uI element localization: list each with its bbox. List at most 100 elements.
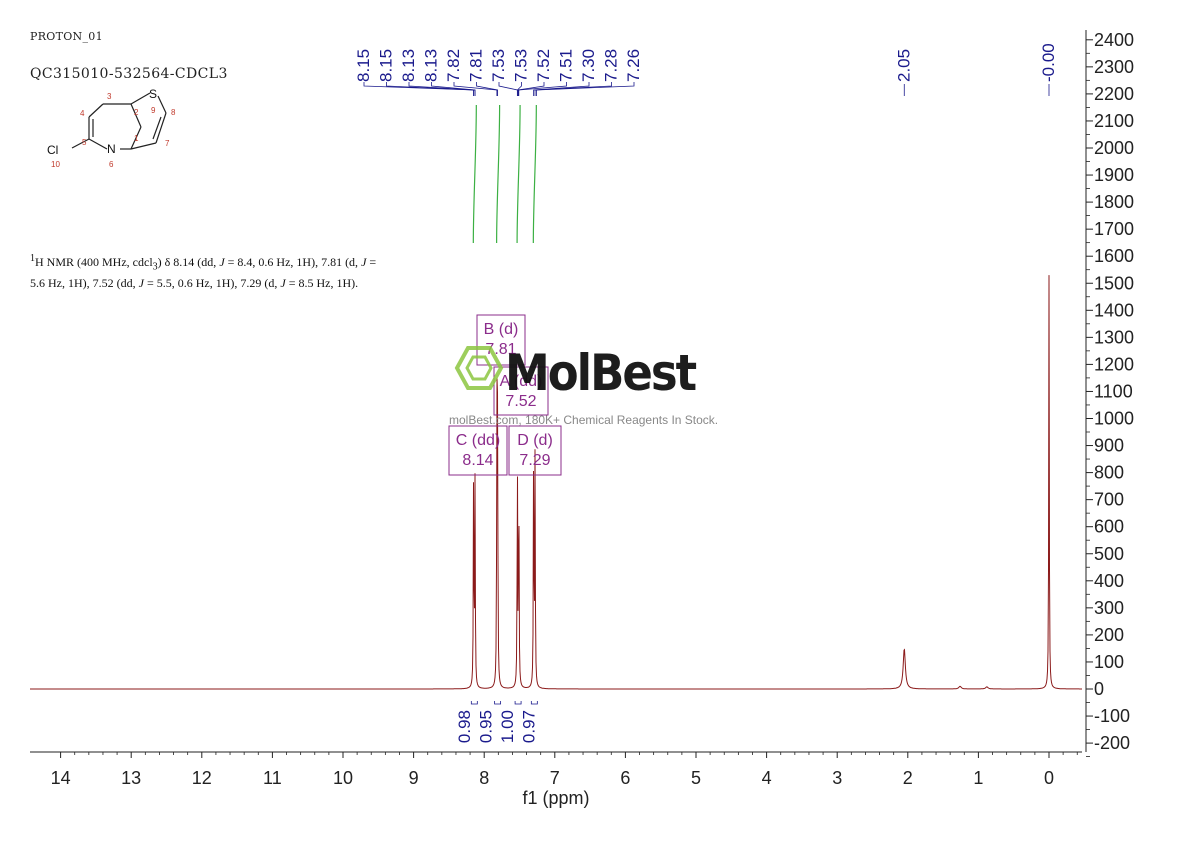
peak-label: 8.13 <box>399 49 418 82</box>
y-tick-label: 1500 <box>1094 273 1134 293</box>
x-tick-label: 13 <box>121 768 141 788</box>
y-tick-label: 1600 <box>1094 246 1134 266</box>
x-tick-label: 5 <box>691 768 701 788</box>
y-tick-label: 2200 <box>1094 84 1134 104</box>
peak-label-connectors <box>363 82 1050 96</box>
y-tick-label: 0 <box>1094 679 1104 699</box>
watermark-tagline: molBest.com, 180K+ Chemical Reagents In … <box>449 413 719 427</box>
y-tick-label: 1300 <box>1094 327 1134 347</box>
peak-label: 7.53 <box>512 49 531 82</box>
integral-value: 0.98 <box>455 710 474 743</box>
multiplet-box <box>448 425 508 476</box>
y-tick-label: 200 <box>1094 625 1124 645</box>
nmr-description: 1H NMR (400 MHz, cdcl3) δ 8.14 (dd, J = … <box>30 250 390 292</box>
y-tick-label: 300 <box>1094 598 1124 618</box>
nmr-desc-sub: 3 <box>152 261 158 273</box>
y-tick-label: 600 <box>1094 517 1124 537</box>
integral-curve <box>532 104 537 244</box>
molbest-logo-icon <box>454 346 504 390</box>
multiplet-name: D (d) <box>517 432 553 449</box>
peak-label: 8.13 <box>422 49 441 82</box>
multiplet-shift: 7.29 <box>519 452 550 469</box>
y-tick-label: 400 <box>1094 571 1124 591</box>
multiplet-box <box>493 366 549 416</box>
y-tick-label: -100 <box>1094 706 1130 726</box>
y-ticks: -200 -100 0 100 200 300 400 500 600 700 800 900 1000… <box>1086 30 1134 757</box>
peak-connector <box>534 82 612 96</box>
y-tick-label: 1200 <box>1094 354 1134 374</box>
multiplet-box <box>508 425 562 476</box>
y-tick-label: 1800 <box>1094 192 1134 212</box>
y-tick-label: 800 <box>1094 463 1124 483</box>
integral-bracket <box>514 701 522 705</box>
integral-bracket <box>470 701 478 705</box>
peak-label: 7.52 <box>534 49 553 82</box>
y-tick-label: 700 <box>1094 490 1124 510</box>
multiplet-name: B (d) <box>484 321 519 338</box>
multiplet-shift: 7.52 <box>505 393 536 410</box>
peak-connector <box>517 82 545 96</box>
nmr-desc-part4: = 5.6 Hz, 1H), 7.52 (dd, <box>30 255 377 291</box>
peak-connector <box>453 82 498 96</box>
multiplet-shift: 8.14 <box>462 452 493 469</box>
x-tick-label: 9 <box>409 768 419 788</box>
ring-num-5: 5 <box>82 138 87 147</box>
nmr-desc-part1: H NMR (400 MHz, cdcl <box>35 255 153 269</box>
x-ticks: 14 13 12 11 10 9 8 7 6 5 4 3 2 1 0 <box>51 752 1078 788</box>
peak-label: 7.82 <box>444 49 463 82</box>
atom-cl-num: 10 <box>51 160 60 169</box>
x-tick-label: 14 <box>51 768 71 788</box>
integrals: 0.98 0.95 1.00 0.97 <box>455 701 539 743</box>
peak-label: 2.05 <box>894 49 913 82</box>
y-tick-label: 2300 <box>1094 57 1134 77</box>
peak-label: 7.81 <box>467 49 486 82</box>
nmr-desc-j3: J <box>138 276 144 291</box>
x-tick-label: 11 <box>263 768 282 788</box>
x-tick-label: 6 <box>620 768 630 788</box>
atom-s: S <box>149 87 157 101</box>
peak-label: 7.30 <box>579 49 598 82</box>
y-tick-label: 2100 <box>1094 111 1134 131</box>
nmr-desc-part5: = 5.5, 0.6 Hz, 1H), 7.29 (d, <box>143 276 281 291</box>
watermark-brand: MolBest <box>505 344 697 402</box>
y-tick-label: 1100 <box>1094 381 1133 401</box>
atom-cl: Cl <box>47 143 58 157</box>
integral-curve <box>516 104 521 244</box>
integral-value: 0.97 <box>520 710 539 743</box>
peak-label: 7.28 <box>602 49 621 82</box>
x-tick-label: 4 <box>762 768 772 788</box>
x-tick-label: 0 <box>1044 768 1054 788</box>
x-tick-label: 8 <box>479 768 489 788</box>
spectrum-line <box>30 275 1082 690</box>
peak-labels: 8.15 8.15 8.13 8.13 7.82 7.81 7.53 7.53 7.52 7.51… <box>354 43 1058 82</box>
integral-curves <box>472 104 537 244</box>
peak-connector <box>431 82 476 96</box>
peak-label: -0.00 <box>1039 43 1058 82</box>
ring-num-7: 7 <box>165 139 170 148</box>
atom-n-num: 6 <box>109 160 114 169</box>
nmr-desc-part3: = 8.4, 0.6 Hz, 1H), 7.81 (d, <box>224 255 362 269</box>
ring-num-2: 2 <box>134 108 139 117</box>
x-tick-label: 7 <box>550 768 560 788</box>
nmr-desc-sup: 1 <box>30 253 35 264</box>
ring-num-1: 1 <box>134 134 139 143</box>
y-tick-label: 1700 <box>1094 219 1134 239</box>
integral-value: 0.95 <box>477 710 496 743</box>
peak-connector <box>516 82 522 96</box>
x-tick-label: 12 <box>192 768 212 788</box>
peak-connector <box>533 82 590 96</box>
x-tick-label: 3 <box>832 768 842 788</box>
y-tick-label: 2000 <box>1094 138 1134 158</box>
y-tick-label: 500 <box>1094 544 1124 564</box>
x-tick-label: 1 <box>973 768 983 788</box>
peak-label: 7.26 <box>624 49 643 82</box>
y-tick-label: -200 <box>1094 733 1130 753</box>
peak-label: 8.15 <box>354 49 373 82</box>
integral-value: 1.00 <box>498 710 517 743</box>
multiplet-name: A (dd) <box>500 373 543 390</box>
atom-s-num: 9 <box>151 106 156 115</box>
peak-label: 8.15 <box>377 49 396 82</box>
peak-connector <box>498 82 518 96</box>
multiplet-name: C (dd) <box>456 432 500 449</box>
